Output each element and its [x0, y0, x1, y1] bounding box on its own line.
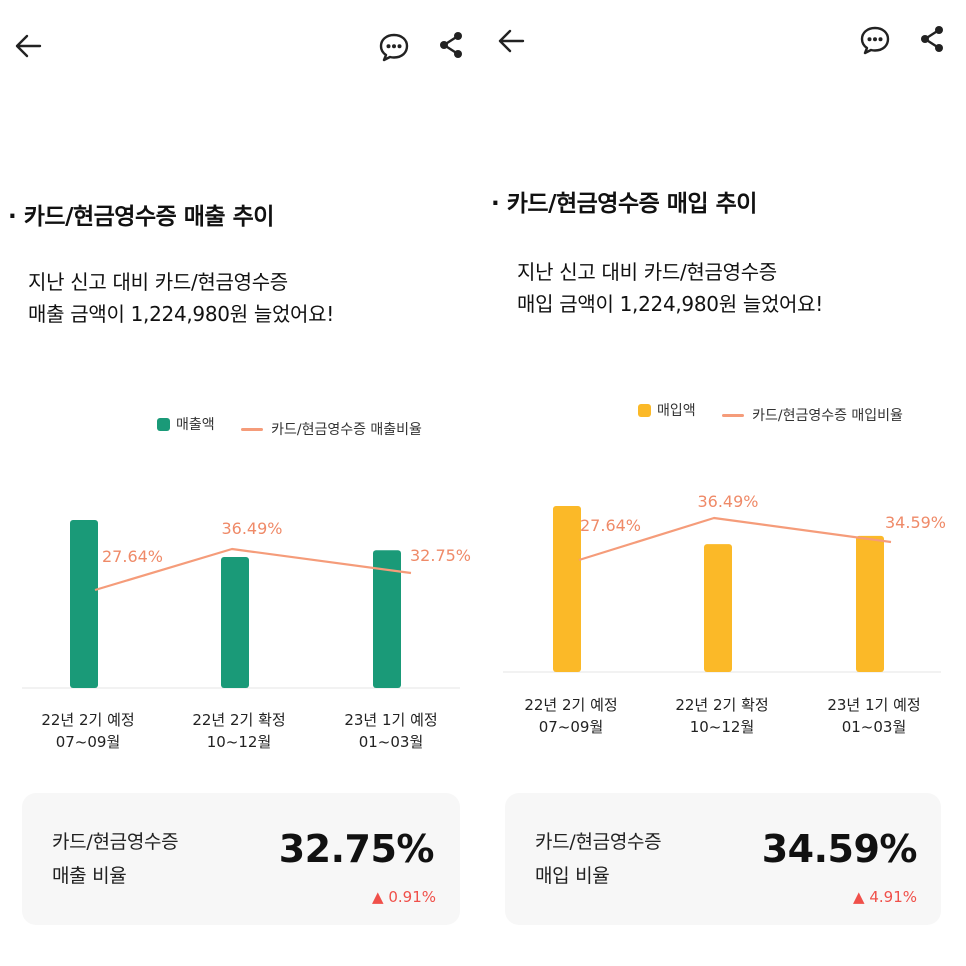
sales-trend-chart: 27.64% 36.49% 32.75% 22년 2기 예정 07~09월 22년 2기 …: [22, 519, 471, 751]
legend-line-item: 카드/현금영수증 매출비율: [241, 419, 422, 439]
bar-1[interactable]: [553, 506, 581, 672]
purchase-trend-chart: 27.64% 36.49% 34.59% 22년 2기 예정 07~09월 22년 2기 …: [503, 492, 946, 736]
ratio-change: ▲ 4.91%: [853, 888, 917, 906]
category-label-1-line-2: 07~09월: [56, 733, 121, 751]
ratio-label-2: 36.49%: [221, 519, 282, 538]
ratio-label-2: 36.49%: [697, 492, 758, 511]
ratio-label-3: 32.75%: [410, 546, 471, 565]
legend-line-item: 카드/현금영수증 매입비율: [722, 405, 903, 425]
category-label-2-line-2: 10~12월: [690, 718, 755, 736]
summary-line-2: 매입 금액이 1,224,980원 늘었어요!: [517, 292, 823, 316]
legend-bar-label: 매입액: [657, 403, 696, 419]
section-title: · 카드/현금영수증 매입 추이: [491, 191, 757, 217]
top-bar: [483, 0, 966, 90]
top-bar: [0, 0, 483, 90]
legend-line-label: 카드/현금영수증 매출비율: [271, 422, 422, 438]
bar-2[interactable]: [221, 556, 249, 688]
ratio-line: [94, 547, 412, 592]
category-label-2-line-2: 10~12월: [207, 733, 272, 751]
ratio-summary-card: 카드/현금영수증 매출 비율 32.75% ▲ 0.91%: [22, 793, 460, 925]
ratio-card-label: 카드/현금영수증 매입 비율: [535, 825, 662, 893]
ratio-card-label: 카드/현금영수증 매출 비율: [52, 825, 179, 893]
category-label-3-line-1: 23년 1기 예정: [344, 711, 437, 729]
section-title: · 카드/현금영수증 매출 추이: [8, 204, 274, 230]
ratio-card-label-line-1: 카드/현금영수증: [535, 831, 662, 853]
summary-line-1: 지난 신고 대비 카드/현금영수증: [517, 260, 777, 284]
category-label-1-line-1: 22년 2기 예정: [41, 711, 134, 729]
ratio-card-label-line-2: 매출 비율: [52, 865, 127, 887]
category-label-1-line-2: 07~09월: [539, 718, 604, 736]
ratio-value: 32.75%: [278, 827, 435, 871]
purchase-panel: · 카드/현금영수증 매입 추이 지난 신고 대비 카드/현금영수증 매입 금액…: [483, 0, 966, 966]
chat-bubble-icon[interactable]: [378, 32, 410, 62]
ratio-card-label-line-1: 카드/현금영수증: [52, 831, 179, 853]
summary-text: 지난 신고 대비 카드/현금영수증 매출 금액이 1,224,980원 늘었어요…: [28, 266, 334, 330]
chart-legend: 매출액 카드/현금영수증 매출비율: [157, 414, 422, 439]
sales-panel: · 카드/현금영수증 매출 추이 지난 신고 대비 카드/현금영수증 매출 금액…: [0, 0, 483, 925]
ratio-change: ▲ 0.91%: [372, 888, 436, 906]
category-label-2-line-1: 22년 2기 확정: [675, 696, 768, 714]
ratio-label-1: 27.64%: [580, 516, 641, 535]
share-icon[interactable]: [917, 24, 947, 54]
legend-bar-label: 매출액: [176, 417, 215, 433]
ratio-card-label-line-2: 매입 비율: [535, 865, 610, 887]
back-arrow-icon[interactable]: [496, 26, 526, 56]
ratio-label-3: 34.59%: [885, 513, 946, 532]
category-label-2-line-1: 22년 2기 확정: [192, 711, 285, 729]
chat-bubble-icon[interactable]: [859, 25, 891, 55]
ratio-line: [578, 516, 892, 562]
bar-2[interactable]: [704, 544, 732, 672]
category-label-1-line-1: 22년 2기 예정: [524, 696, 617, 714]
bar-1[interactable]: [70, 520, 98, 688]
legend-line-swatch: [722, 413, 745, 417]
category-label-3-line-1: 23년 1기 예정: [827, 696, 920, 714]
ratio-summary-card: 카드/현금영수증 매입 비율 34.59% ▲ 4.91%: [505, 793, 941, 925]
bar-3[interactable]: [373, 550, 401, 688]
legend-bar-swatch: [638, 403, 651, 417]
bar-3[interactable]: [856, 535, 884, 672]
summary-line-1: 지난 신고 대비 카드/현금영수증: [28, 270, 288, 294]
legend-line-swatch: [241, 427, 264, 431]
legend-bar-swatch: [157, 417, 170, 431]
legend-bar-item: 매출액: [157, 414, 215, 434]
ratio-label-1: 27.64%: [102, 547, 163, 566]
category-label-3-line-2: 01~03월: [842, 718, 907, 736]
category-label-3-line-2: 01~03월: [359, 733, 424, 751]
ratio-value: 34.59%: [761, 827, 918, 871]
legend-bar-item: 매입액: [638, 400, 696, 420]
share-icon[interactable]: [436, 30, 466, 60]
back-arrow-icon[interactable]: [13, 31, 43, 61]
summary-line-2: 매출 금액이 1,224,980원 늘었어요!: [28, 302, 334, 326]
summary-text: 지난 신고 대비 카드/현금영수증 매입 금액이 1,224,980원 늘었어요…: [517, 256, 823, 320]
legend-line-label: 카드/현금영수증 매입비율: [752, 408, 903, 424]
chart-legend: 매입액 카드/현금영수증 매입비율: [638, 400, 903, 425]
